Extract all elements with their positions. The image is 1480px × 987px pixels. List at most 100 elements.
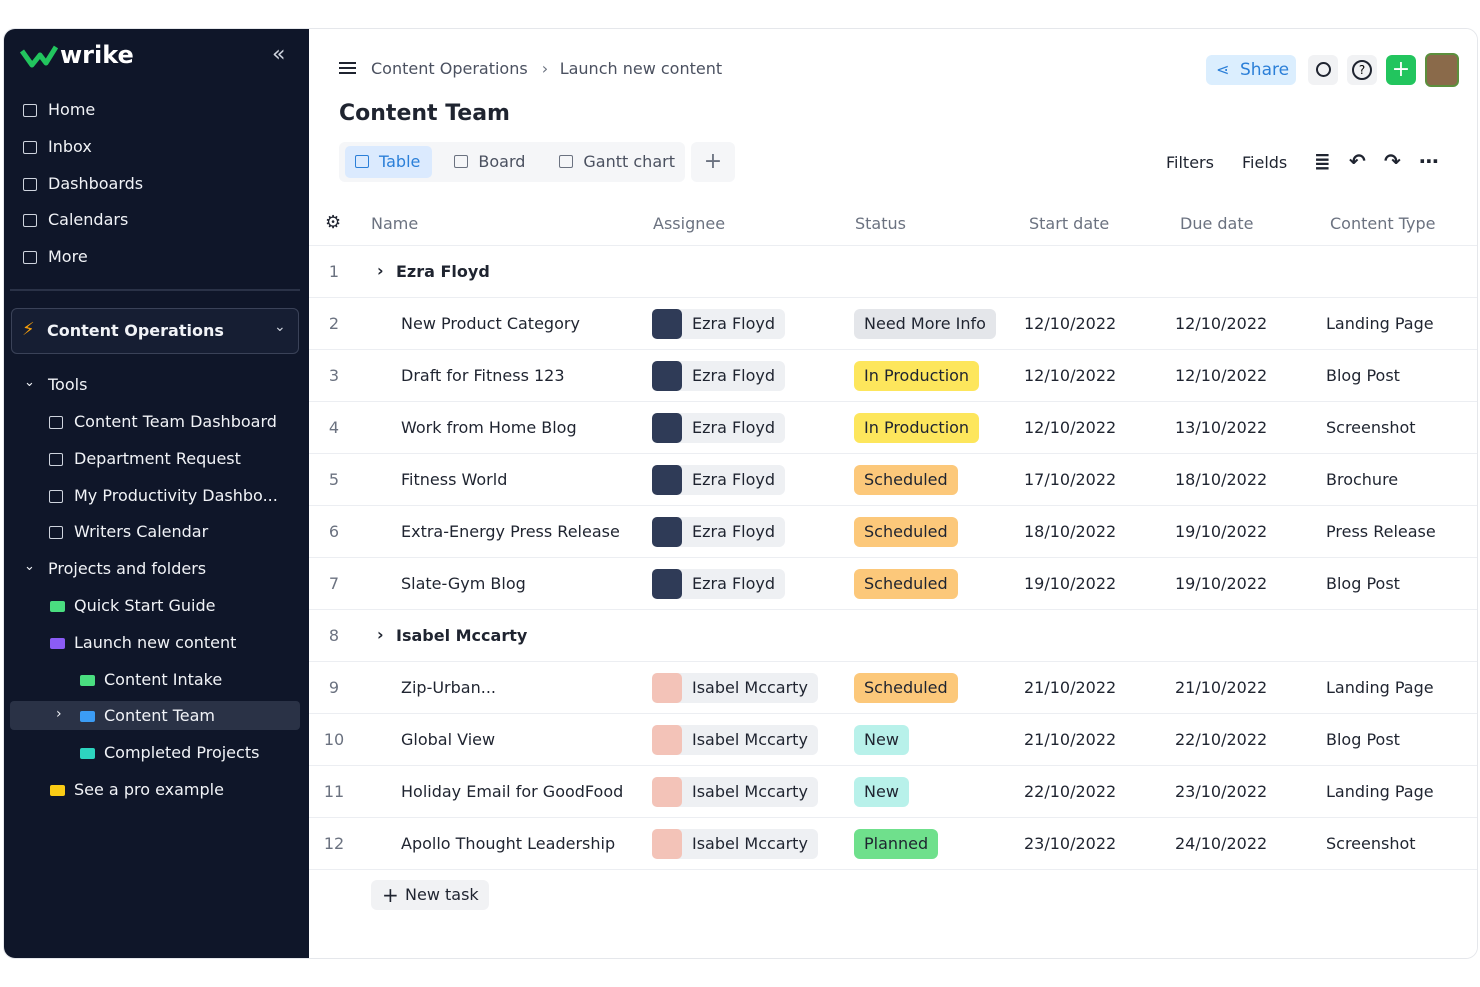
collapse-button[interactable]: « [272,42,286,67]
group-caret[interactable]: › [377,625,384,644]
toolbar-icon[interactable]: ↶ [1349,149,1366,173]
assignee-chip[interactable]: Ezra Floyd [652,361,786,391]
assignee-chip[interactable]: Isabel Mccarty [652,777,818,807]
breadcrumb-item[interactable]: Content Operations [371,59,528,78]
column-header[interactable]: Due date [1180,214,1254,233]
due-date: 22/10/2022 [1175,730,1268,749]
assignee-chip[interactable]: Isabel Mccarty [652,725,818,755]
project-item[interactable]: Content Team [104,706,216,726]
nav-icon [23,214,37,228]
toolbar-button[interactable]: Fields [1242,153,1288,172]
status-pill[interactable]: New [854,725,909,755]
content-type: Press Release [1326,522,1436,541]
space-caret: ⌄ [274,319,286,335]
toolbar-button[interactable]: Filters [1166,153,1214,172]
view-tab[interactable]: Gantt chart [549,146,687,178]
content-type: Landing Page [1326,782,1434,801]
nav-item[interactable]: Inbox [48,136,92,156]
assignee-chip[interactable]: Ezra Floyd [652,309,786,339]
start-date: 19/10/2022 [1024,574,1117,593]
task-name[interactable]: New Product Category [401,314,580,333]
folder-icon [80,674,95,686]
view-tab[interactable]: Table [345,146,433,178]
nav-item[interactable]: Calendars [48,210,129,230]
status-pill[interactable]: Scheduled [854,569,958,599]
assignee-chip[interactable]: Ezra Floyd [652,465,786,495]
assignee-chip[interactable]: Ezra Floyd [652,569,786,599]
status-pill[interactable]: In Production [854,413,980,443]
status-pill[interactable]: Scheduled [854,465,958,495]
project-item[interactable]: Completed Projects [104,743,260,763]
task-name[interactable]: Fitness World [401,470,508,489]
column-header[interactable]: Status [855,214,906,233]
toolbar-icon[interactable]: ↷ [1384,149,1401,173]
toolbar-icon[interactable]: ≣ [1314,149,1331,173]
status-pill[interactable]: New [854,777,909,807]
status-pill[interactable]: Scheduled [854,673,958,703]
section-label[interactable]: Projects and folders [48,559,207,578]
content-type: Landing Page [1326,678,1434,697]
assignee-chip[interactable]: Ezra Floyd [652,517,786,547]
add-view-button[interactable]: + [691,142,735,182]
project-item[interactable]: Quick Start Guide [74,596,216,615]
space-selector[interactable]: ⚡ Content Operations ⌄ [11,308,299,354]
assignee-chip[interactable]: Ezra Floyd [652,413,786,443]
project-item[interactable]: Content Intake [104,669,223,689]
add-button[interactable]: + [1386,55,1416,85]
tool-item[interactable]: Content Team Dashboard [74,412,277,431]
task-name[interactable]: Global View [401,730,496,749]
tool-item[interactable]: Writers Calendar [74,522,209,542]
table-settings-icon[interactable]: ⚙ [325,212,342,233]
assignee-chip[interactable]: Isabel Mccarty [652,829,818,859]
task-name[interactable]: Extra-Energy Press Release [401,522,620,541]
project-item[interactable]: Launch new content [74,632,237,652]
content-type: Brochure [1326,470,1399,489]
nav-item[interactable]: More [48,247,88,267]
task-name[interactable]: Draft for Fitness 123 [401,366,565,385]
row-divider [309,297,1477,298]
status-pill[interactable]: Need More Info [854,309,996,339]
new-task-button[interactable]: New task + [371,880,489,910]
nav-icon [23,140,37,154]
task-name[interactable]: Holiday Email for GoodFood [401,782,624,801]
status-pill[interactable]: In Production [854,361,980,391]
group-caret[interactable]: › [377,261,384,280]
assignee-chip[interactable]: Isabel Mccarty [652,673,818,703]
group-name[interactable]: Isabel Mccarty [396,626,528,645]
breadcrumb-item[interactable]: Launch new content [559,59,723,78]
nav-item[interactable]: Home [48,100,96,119]
help-button[interactable]: ? [1347,55,1377,85]
task-name[interactable]: Slate-Gym Blog [401,574,526,593]
start-date: 21/10/2022 [1024,678,1117,697]
caret: ⌄ [24,375,35,390]
row-divider [309,453,1477,454]
due-date: 13/10/2022 [1175,418,1268,437]
avatar [652,465,682,495]
tool-item[interactable]: Department Request [74,448,241,468]
avatar [652,725,682,755]
section-label[interactable]: Tools [48,375,88,394]
assignee-name: Ezra Floyd [692,522,776,541]
column-header[interactable]: Content Type [1330,214,1436,233]
status-pill[interactable]: Planned [854,829,939,859]
menu-icon[interactable] [339,62,356,64]
task-name[interactable]: Zip-Urban... [401,678,496,697]
task-name[interactable]: Apollo Thought Leadership [401,834,616,853]
view-tab[interactable]: Board [444,146,537,178]
toolbar-icon[interactable]: ⋯ [1419,149,1439,173]
view-icon [454,155,469,168]
column-header[interactable]: Name [371,214,419,233]
nav-item[interactable]: Dashboards [48,173,144,193]
view-icon [559,155,574,168]
status-pill[interactable]: Scheduled [854,517,958,547]
column-header[interactable]: Assignee [653,214,726,233]
tool-item[interactable]: My Productivity Dashbo... [74,485,278,505]
column-header[interactable]: Start date [1029,214,1110,233]
task-name[interactable]: Work from Home Blog [401,418,577,437]
project-item[interactable]: See a pro example [74,780,224,799]
share-button[interactable]: ⋖ Share [1206,55,1296,85]
group-name[interactable]: Ezra Floyd [396,262,490,281]
user-avatar[interactable] [1425,53,1459,87]
search-button[interactable] [1308,55,1338,85]
share-label: Share [1240,60,1290,80]
